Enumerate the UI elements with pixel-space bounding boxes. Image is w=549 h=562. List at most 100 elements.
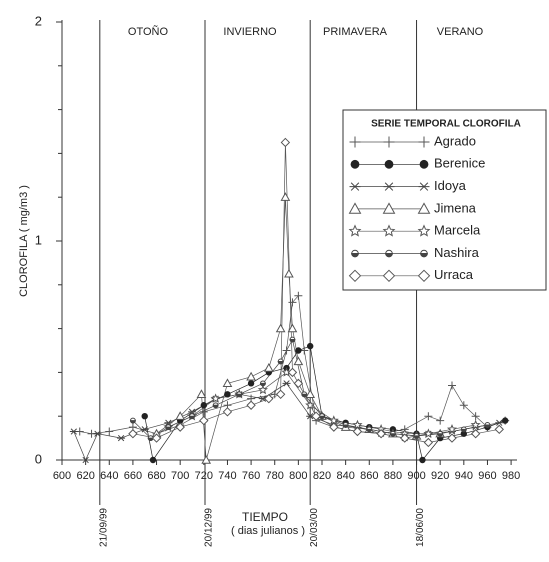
marker xyxy=(348,202,362,214)
marker xyxy=(501,417,509,424)
legend-label: Jimena xyxy=(434,200,477,215)
marker xyxy=(471,412,480,421)
marker-shape xyxy=(351,253,359,258)
marker-shape xyxy=(447,433,457,443)
marker xyxy=(165,424,172,431)
marker xyxy=(328,415,339,425)
marker-shape xyxy=(222,378,233,388)
marker xyxy=(350,159,360,169)
marker xyxy=(352,426,363,437)
legend-label: Agrado xyxy=(434,133,476,148)
marker xyxy=(400,433,410,443)
marker-shape xyxy=(128,429,138,439)
marker-shape xyxy=(446,424,458,434)
marker-shape xyxy=(280,192,291,201)
marker-shape xyxy=(294,291,303,300)
season-date: 21/09/99 xyxy=(98,508,109,547)
marker-shape xyxy=(348,202,362,214)
marker-shape xyxy=(130,420,136,424)
marker xyxy=(284,268,294,278)
marker xyxy=(287,367,298,378)
marker-shape xyxy=(366,428,373,433)
marker xyxy=(460,430,468,437)
marker-shape xyxy=(175,422,185,432)
marker-shape xyxy=(69,428,78,435)
marker xyxy=(128,429,138,439)
marker xyxy=(295,347,302,354)
marker-shape xyxy=(149,456,157,464)
marker-shape xyxy=(501,417,509,424)
marker xyxy=(420,249,428,258)
marker xyxy=(263,362,274,372)
marker xyxy=(277,358,284,365)
marker xyxy=(246,371,256,381)
marker xyxy=(280,192,291,201)
legend-box xyxy=(342,109,547,291)
marker-shape xyxy=(275,323,286,333)
marker xyxy=(459,401,468,410)
x-tick-label: 760 xyxy=(242,470,260,482)
marker-shape xyxy=(288,298,297,307)
marker xyxy=(199,415,209,426)
marker xyxy=(390,430,396,437)
season-label: INVIERNO xyxy=(223,26,277,38)
marker-shape xyxy=(460,430,468,437)
legend-label: Urraca xyxy=(434,267,474,282)
marker xyxy=(351,249,359,258)
x-tick-label: 960 xyxy=(478,470,496,482)
marker-shape xyxy=(175,411,186,420)
series-line xyxy=(144,345,506,461)
marker xyxy=(257,384,268,395)
marker-shape xyxy=(196,389,207,398)
marker xyxy=(189,413,195,420)
marker-shape xyxy=(165,426,172,431)
marker xyxy=(300,346,309,355)
marker xyxy=(287,323,298,333)
marker-shape xyxy=(448,381,456,390)
marker-shape xyxy=(293,356,304,366)
marker xyxy=(210,393,221,403)
marker xyxy=(222,407,233,417)
marker-shape xyxy=(382,224,396,237)
marker-shape xyxy=(93,430,102,437)
marker-shape xyxy=(350,159,360,169)
season-date: 18/06/00 xyxy=(415,508,426,547)
marker-shape xyxy=(200,402,208,409)
marker-shape xyxy=(247,380,255,387)
marker-shape xyxy=(382,202,396,214)
marker xyxy=(69,428,78,435)
marker-shape xyxy=(222,407,233,417)
marker-shape xyxy=(280,137,291,148)
marker xyxy=(352,419,363,430)
y-tick-label: 1 xyxy=(35,232,42,247)
marker xyxy=(175,422,185,432)
marker xyxy=(149,456,157,464)
marker-shape xyxy=(263,362,274,372)
marker-shape xyxy=(293,378,304,389)
marker xyxy=(417,224,431,237)
marker-shape xyxy=(287,323,298,333)
marker xyxy=(423,437,434,448)
marker-shape xyxy=(424,412,433,421)
x-tick-label: 820 xyxy=(313,470,331,482)
marker-shape xyxy=(348,269,362,283)
marker-shape xyxy=(494,424,504,435)
marker xyxy=(470,419,481,430)
marker xyxy=(484,422,491,428)
marker-shape xyxy=(282,380,291,387)
marker xyxy=(329,422,339,432)
marker xyxy=(495,419,504,426)
marker-shape xyxy=(140,426,149,433)
marker xyxy=(417,202,431,214)
marker xyxy=(140,426,149,433)
marker-shape xyxy=(189,415,195,420)
marker-shape xyxy=(105,427,114,436)
marker-shape xyxy=(352,419,363,430)
marker-shape xyxy=(141,413,148,420)
season-label: VERANO xyxy=(437,26,484,38)
marker-shape xyxy=(199,415,209,426)
marker xyxy=(424,412,433,421)
season-label: OTOÑO xyxy=(128,25,169,38)
marker xyxy=(282,346,291,355)
